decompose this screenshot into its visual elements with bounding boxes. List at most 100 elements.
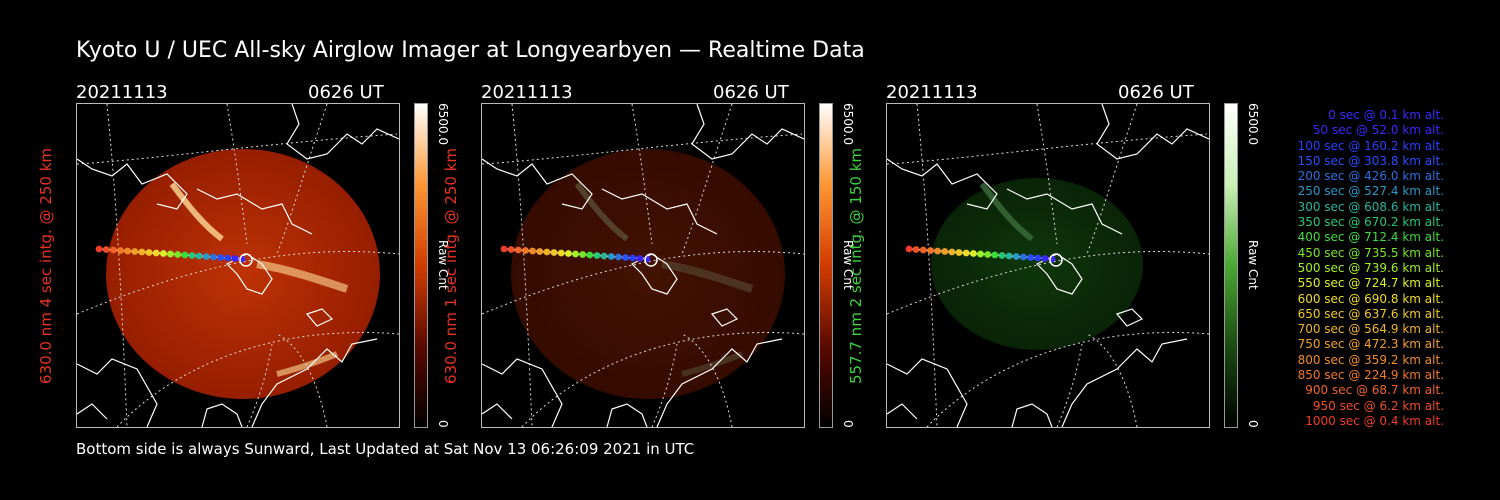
trajectory-point <box>586 251 594 259</box>
coastline <box>77 158 188 210</box>
coastline <box>1096 104 1209 160</box>
legend-row: 150 sec @ 303.8 km alt. <box>1297 153 1444 168</box>
panel-wavelength-label: 557.7 nm 2 sec intg. @ 150 km <box>847 147 865 385</box>
legend-row: 100 sec @ 160.2 km alt. <box>1297 138 1444 153</box>
legend-row: 950 sec @ 6.2 km alt. <box>1312 398 1444 413</box>
trajectory-point <box>1034 254 1042 262</box>
launch-site-marker <box>644 253 658 267</box>
coastline <box>482 158 593 210</box>
trajectory-point <box>109 246 117 254</box>
coastline <box>196 188 313 235</box>
coastline <box>1006 188 1123 235</box>
colorbar-min: 0 <box>436 420 450 428</box>
trajectory-point <box>529 247 536 255</box>
trajectory-point <box>181 251 189 259</box>
coastline <box>887 158 998 210</box>
grid-line <box>116 331 399 427</box>
legend-row: 0 sec @ 0.1 km alt. <box>1328 108 1444 122</box>
trajectory-point <box>217 254 225 261</box>
aurora-arc <box>574 182 629 242</box>
coastline <box>251 338 378 427</box>
legend-row: 550 sec @ 724.7 km alt. <box>1297 276 1444 291</box>
grid-line <box>887 133 1208 165</box>
trajectory-point <box>124 247 131 255</box>
grid-line <box>1086 104 1138 255</box>
legend-row: 700 sec @ 564.9 km alt. <box>1297 322 1444 337</box>
trajectory-point <box>955 249 963 256</box>
coastline <box>691 104 804 160</box>
page-title: Kyoto U / UEC All-sky Airglow Imager at … <box>76 38 865 63</box>
trajectory-point <box>543 248 551 256</box>
legend-row: 50 sec @ 52.0 km alt. <box>1312 123 1444 138</box>
coastline <box>1115 308 1144 327</box>
trajectory-point <box>934 247 941 255</box>
coastline <box>201 403 243 427</box>
legend-row: 800 sec @ 359.2 km alt. <box>1297 352 1444 367</box>
trajectory-point <box>962 249 970 257</box>
legend-row: 450 sec @ 735.5 km alt. <box>1297 245 1444 260</box>
trajectory-point <box>629 254 637 262</box>
trajectory-point <box>152 249 160 257</box>
colorbar-min: 0 <box>1246 420 1260 428</box>
grid-line <box>106 104 128 427</box>
panel-time: 0626 UT <box>1118 82 1194 103</box>
panel-date: 20211113 <box>481 82 573 103</box>
grid-line <box>887 251 1209 315</box>
trajectory-point <box>145 249 153 256</box>
launch-site-marker <box>239 253 253 267</box>
trajectory-point <box>195 252 203 260</box>
grid-line <box>482 251 804 315</box>
colorbar-max: 6500.0 <box>841 103 855 145</box>
trajectory-point <box>919 246 927 254</box>
coastline <box>887 358 968 427</box>
trajectory-point <box>593 252 601 259</box>
grid-line <box>246 343 273 427</box>
trajectory-point <box>1012 253 1020 260</box>
coastline <box>77 403 108 420</box>
coastline <box>887 403 918 420</box>
trajectory-point <box>514 246 522 254</box>
legend-row: 1000 sec @ 0.4 km alt. <box>1305 413 1444 428</box>
legend-row: 600 sec @ 690.8 km alt. <box>1297 291 1444 306</box>
allsky-image <box>481 103 805 428</box>
imager-panel-3: 20211113 0626 UT 557.7 nm 2 sec intg. @ … <box>847 80 1276 430</box>
aurora-arc <box>979 182 1034 242</box>
trajectory-point <box>188 252 196 259</box>
trajectory-point <box>202 253 210 260</box>
trajectory-point <box>1027 254 1034 261</box>
trajectory-point <box>572 250 579 258</box>
grid-line <box>651 343 678 427</box>
trajectory-point <box>160 250 167 257</box>
panel-time: 0626 UT <box>308 82 384 103</box>
trajectory-point <box>138 248 146 256</box>
trajectory-legend: 0 sec @ 0.1 km alt. 50 sec @ 52.0 km alt… <box>1262 108 1444 429</box>
trajectory-point <box>998 252 1006 259</box>
trajectory-point <box>210 253 217 261</box>
coastline <box>286 104 399 160</box>
trajectory-point <box>557 249 565 257</box>
coastline <box>77 358 158 427</box>
trajectory-point <box>622 254 629 261</box>
trajectory-point <box>927 247 934 254</box>
trajectory-point <box>1005 252 1013 260</box>
trajectory-point <box>507 246 515 253</box>
allsky-image <box>76 103 400 428</box>
coastline <box>305 308 334 327</box>
trajectory-point <box>636 255 644 262</box>
allsky-disk <box>511 149 785 399</box>
coastline <box>601 188 718 235</box>
imager-panel-1: 20211113 0626 UT 630.0 nm 4 sec intg. @ … <box>37 80 466 430</box>
grid-line <box>276 333 328 427</box>
aurora-arc <box>169 182 224 242</box>
coastline <box>482 403 513 420</box>
aurora-arc <box>681 351 744 377</box>
legend-row: 250 sec @ 527.4 km alt. <box>1297 184 1444 199</box>
trajectory-point <box>984 251 992 258</box>
imager-panel-2: 20211113 0626 UT 630.0 nm 1 sec intg. @ … <box>442 80 871 430</box>
trajectory-point <box>536 248 544 255</box>
coastline <box>482 358 563 427</box>
trajectory-point <box>500 245 508 253</box>
legend-row: 750 sec @ 472.3 km alt. <box>1297 337 1444 352</box>
grid-line <box>926 331 1209 427</box>
allsky-svg <box>887 104 1209 427</box>
